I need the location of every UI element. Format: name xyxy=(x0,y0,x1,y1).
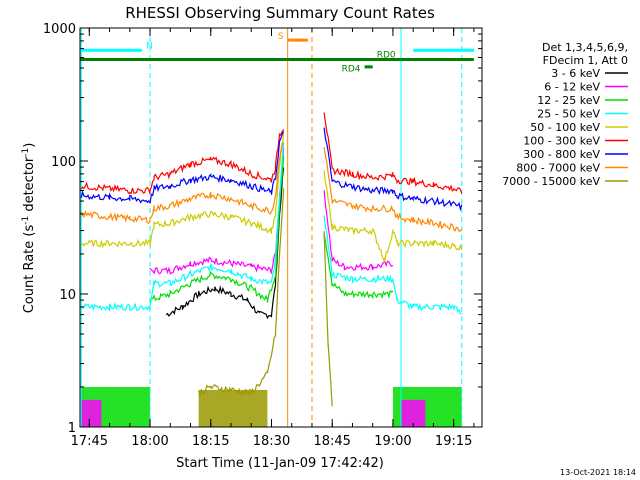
series-line-6 xyxy=(80,127,463,212)
footer-date: 13-Oct-2021 18:14 xyxy=(560,468,636,477)
legend-entry-label-8: 7000 - 15000 keV xyxy=(502,175,600,188)
y-tick-label-1: 10 xyxy=(59,288,76,303)
series-line-8 xyxy=(198,188,333,407)
x-tick-label-4: 18:45 xyxy=(313,434,350,449)
series-line-7 xyxy=(80,142,463,232)
legend-entry-label-6: 300 - 800 keV xyxy=(523,148,600,161)
legend-entry-label-1: 6 - 12 keV xyxy=(544,81,600,94)
legend-entry-label-4: 50 - 100 keV xyxy=(530,121,600,134)
plot-area: N S RD0 RD4 1 10 100 1000 17:45 18:00 18:15 18:30 18… xyxy=(43,22,482,449)
legend-header-0: Det 1,3,4,5,6,9, xyxy=(542,41,628,54)
flag-label-rd0: RD0 xyxy=(377,51,396,61)
series-line-4 xyxy=(80,133,463,262)
y-tick-label-2: 100 xyxy=(51,155,76,170)
y-tick-label-0: 1 xyxy=(68,421,76,436)
legend-entry-label-0: 3 - 6 keV xyxy=(551,67,600,80)
legend-entry-label-2: 12 - 25 keV xyxy=(537,94,600,107)
legend: Det 1,3,4,5,6,9,FDecim 1, Att 03 - 6 keV… xyxy=(502,41,628,188)
y-axis-label: Count Rate (s-1 detector-1) xyxy=(21,143,37,314)
x-tick-label-3: 18:30 xyxy=(253,434,290,449)
x-axis-label: Start Time (11-Jan-09 17:42:42) xyxy=(176,456,384,471)
legend-entry-label-3: 25 - 50 keV xyxy=(537,108,600,121)
low-count-band-4 xyxy=(198,389,268,427)
legend-header-1: FDecim 1, Att 0 xyxy=(543,54,628,67)
y-tick-label-3: 1000 xyxy=(43,22,76,37)
series-line-3 xyxy=(80,142,462,315)
flag-label-n: N xyxy=(146,42,153,52)
x-tick-label-1: 18:00 xyxy=(131,434,168,449)
flag-label-s: S xyxy=(278,32,284,42)
legend-entry-label-7: 800 - 7000 keV xyxy=(516,162,600,175)
low-count-band-2 xyxy=(81,399,102,427)
x-tick-label-6: 19:15 xyxy=(435,434,472,449)
series-line-0 xyxy=(165,167,285,320)
flag-label-rd4: RD4 xyxy=(342,65,361,75)
chart-title: RHESSI Observing Summary Count Rates xyxy=(125,4,435,22)
x-tick-label-0: 17:45 xyxy=(71,434,108,449)
series-line-5 xyxy=(80,112,463,195)
series-line-1 xyxy=(149,147,394,275)
legend-entry-label-5: 100 - 300 keV xyxy=(523,135,600,148)
x-tick-label-2: 18:15 xyxy=(192,434,229,449)
plot-frame xyxy=(79,27,483,428)
series-line-2 xyxy=(149,156,394,303)
low-count-band-3 xyxy=(401,399,426,427)
x-tick-label-5: 19:00 xyxy=(374,434,411,449)
